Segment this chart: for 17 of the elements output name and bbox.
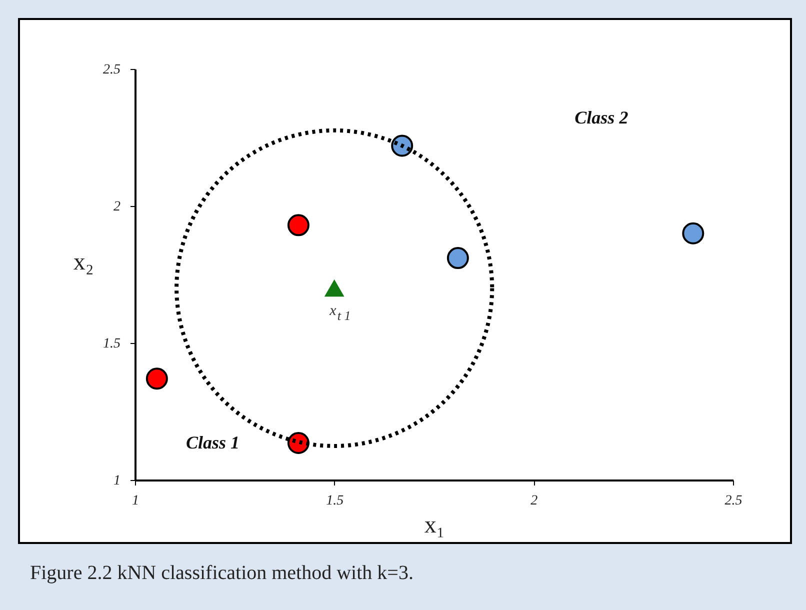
- y-tick-label: 1: [114, 474, 120, 488]
- point: [682, 222, 704, 244]
- annotation: Class 2: [574, 108, 628, 129]
- y-tick-label: 1.5: [103, 336, 120, 352]
- x-tick-label: 2: [530, 494, 538, 508]
- caption: Figure 2.2 kNN classification method with k=3.: [30, 562, 414, 585]
- point: [287, 214, 310, 236]
- x-axis-title: x₁: [424, 512, 445, 538]
- y-axis-title: x₂: [73, 250, 94, 276]
- point: [446, 247, 469, 270]
- y-tick-label: 2.5: [103, 62, 120, 78]
- x-tick-label: 1: [132, 494, 139, 508]
- point: [146, 368, 168, 390]
- y-tick-label: 2: [114, 200, 120, 214]
- x-tick-label: 1.5: [326, 494, 344, 508]
- x-tick-label: 2.5: [724, 494, 742, 508]
- annotation: Class 1: [186, 432, 240, 454]
